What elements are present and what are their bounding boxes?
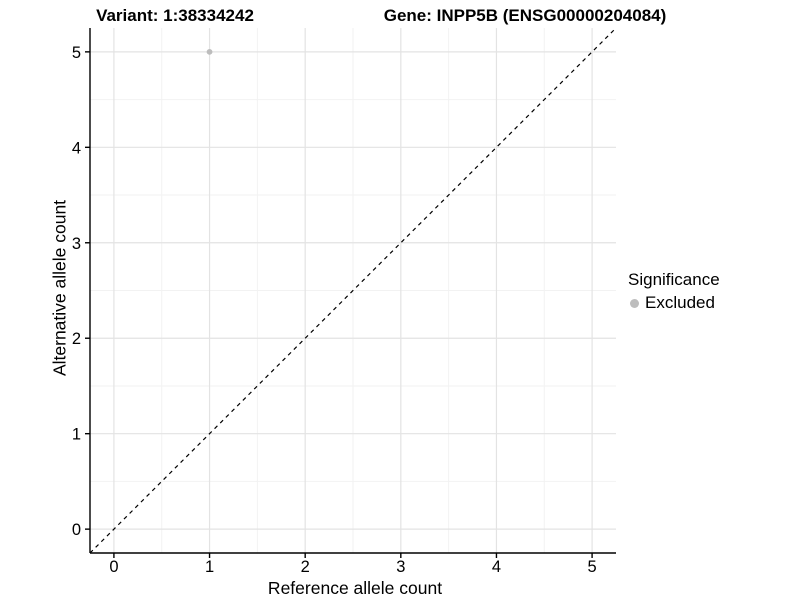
data-point xyxy=(206,48,213,55)
x-tick-label: 4 xyxy=(492,558,501,576)
y-axis-title: Alternative allele count xyxy=(49,199,70,377)
y-tick-label: 3 xyxy=(72,235,81,253)
plot-title-variant: Variant: 1:38334242 xyxy=(96,6,254,25)
x-tick-label: 3 xyxy=(396,558,405,576)
y-tick-label: 5 xyxy=(72,44,81,62)
x-tick-label: 1 xyxy=(205,558,214,576)
identity-line xyxy=(89,27,617,554)
legend-item-label: Excluded xyxy=(645,293,715,312)
x-tick-label: 5 xyxy=(587,558,596,576)
x-axis-title: Reference allele count xyxy=(267,578,443,598)
legend-point-icon xyxy=(630,298,639,308)
x-tick-label: 0 xyxy=(109,558,118,576)
y-tick-label: 1 xyxy=(72,426,81,444)
y-tick-label: 4 xyxy=(72,139,81,157)
plot-title-gene: Gene: INPP5B (ENSG00000204084) xyxy=(383,6,667,25)
x-tick-label: 2 xyxy=(301,558,310,576)
y-tick-label: 2 xyxy=(72,330,81,348)
legend-item-excluded: Excluded xyxy=(628,293,720,313)
legend-title: Significance xyxy=(628,270,720,289)
legend: Significance Excluded xyxy=(628,270,720,313)
y-tick-label: 0 xyxy=(72,521,81,539)
